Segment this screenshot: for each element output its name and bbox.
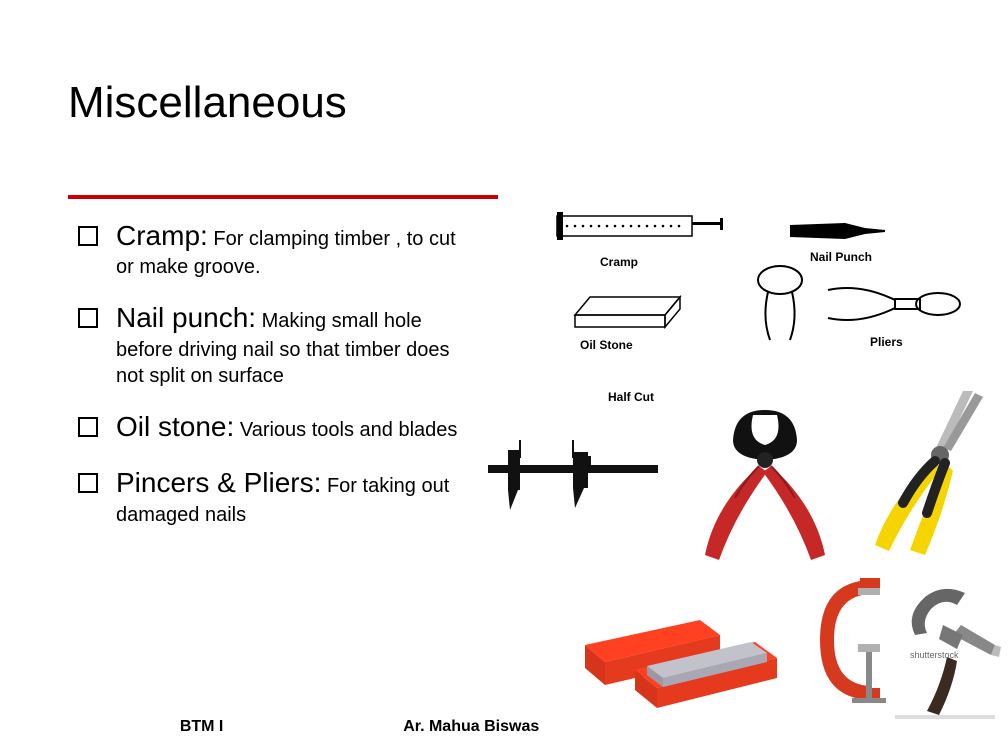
- slide-footer: BTM I Ar. Mahua Biswas: [0, 718, 1008, 736]
- bullet-desc: Various tools and blades: [234, 419, 457, 441]
- bullet-term: Pincers & Pliers:: [116, 467, 321, 498]
- pincers-tool-icon: [675, 400, 855, 570]
- half-cut-label: Half Cut: [608, 390, 654, 404]
- title-underline: [68, 195, 498, 199]
- bullet-icon: [78, 417, 98, 437]
- cramp-label: Cramp: [600, 255, 638, 269]
- list-item: Cramp: For clamping timber , to cut or m…: [78, 218, 478, 280]
- hammer-icon: [895, 575, 1005, 720]
- footer-right: Ar. Mahua Biswas: [403, 718, 907, 736]
- bullet-icon: [78, 473, 98, 493]
- pincers-small-diagram-icon: [750, 258, 810, 348]
- bullet-term: Nail punch:: [116, 302, 256, 333]
- longnose-pliers-icon: [855, 385, 990, 560]
- c-clamp-icon: [800, 560, 900, 715]
- bullet-text: Nail punch: Making small hole before dri…: [116, 300, 478, 388]
- bullet-text: Oil stone: Various tools and blades: [116, 409, 457, 445]
- bullet-term: Cramp:: [116, 220, 208, 251]
- bullet-icon: [78, 308, 98, 328]
- oil-stone-diagram-icon: [565, 285, 695, 340]
- nail-punch-diagram-icon: [790, 218, 890, 248]
- bullet-icon: [78, 226, 98, 246]
- pliers-label: Pliers: [870, 335, 903, 349]
- bullet-text: Pincers & Pliers: For taking out damaged…: [116, 465, 478, 527]
- cramp-diagram-icon: [555, 208, 730, 258]
- bullet-term: Oil stone:: [116, 411, 234, 442]
- pliers-diagram-icon: [820, 278, 965, 333]
- slide-title: Miscellaneous: [68, 78, 347, 128]
- footer-left: BTM I: [0, 718, 403, 736]
- list-item: Pincers & Pliers: For taking out damaged…: [78, 465, 478, 527]
- list-item: Oil stone: Various tools and blades: [78, 409, 478, 445]
- watermark-text: shutterstock: [910, 650, 959, 660]
- slide: Miscellaneous Cramp: For clamping timber…: [0, 0, 1008, 756]
- list-item: Nail punch: Making small hole before dri…: [78, 300, 478, 388]
- caliper-icon: [478, 430, 678, 520]
- bullet-text: Cramp: For clamping timber , to cut or m…: [116, 218, 478, 280]
- oil-stone-tool-icon: [545, 590, 790, 715]
- bullet-list: Cramp: For clamping timber , to cut or m…: [78, 218, 478, 548]
- oil-stone-label: Oil Stone: [580, 338, 633, 352]
- nail-punch-label: Nail Punch: [810, 250, 872, 264]
